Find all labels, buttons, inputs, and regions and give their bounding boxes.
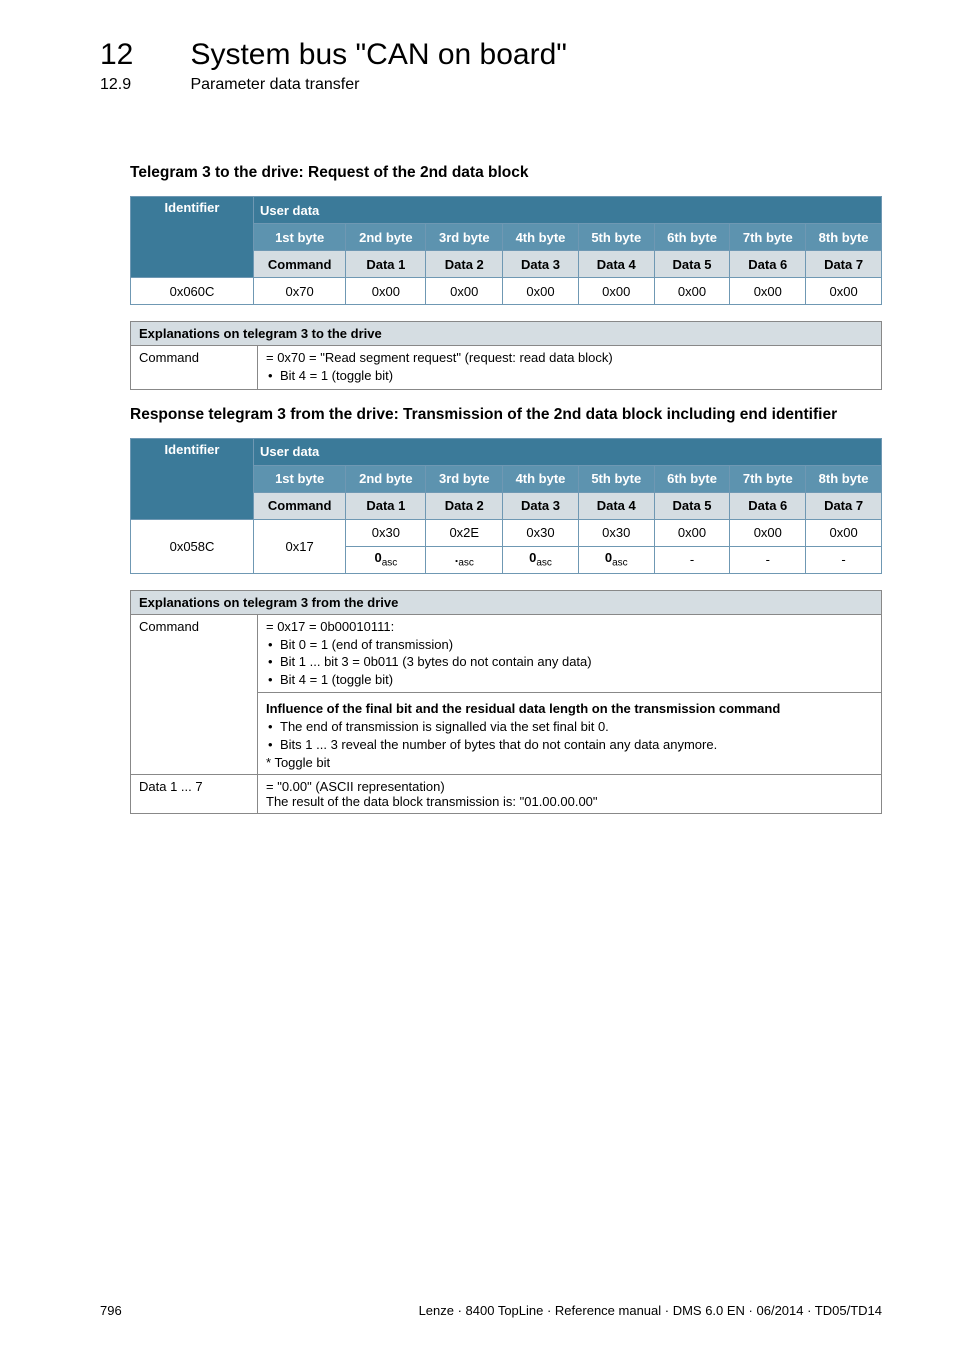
expl2-label-command: Command (131, 614, 258, 775)
expl2-asterisk: Toggle bit (266, 755, 873, 770)
section-header: 12.9 Parameter data transfer (100, 72, 882, 94)
expl-line1: = 0x70 = "Read segment request" (request… (266, 350, 613, 365)
telegram3-request-explanations: Explanations on telegram 3 to the drive … (130, 321, 882, 390)
data-header-5: Data 5 (654, 492, 730, 519)
row-cell-7: 0x00 (806, 278, 882, 305)
r0c4: 0x30 (578, 519, 654, 546)
byte-header-5: 5th byte (578, 465, 654, 492)
row-cell-4: 0x00 (578, 278, 654, 305)
r1c1: 0asc (346, 546, 426, 573)
byte-header-5: 5th byte (578, 224, 654, 251)
expl2-title: Explanations on telegram 3 from the driv… (131, 590, 882, 614)
r0c1: 0x30 (346, 519, 426, 546)
r0c3: 0x30 (503, 519, 579, 546)
r1c2: .asc (426, 546, 503, 573)
byte-header-8: 8th byte (806, 465, 882, 492)
col-identifier: Identifier (131, 197, 254, 278)
row-identifier: 0x060C (131, 278, 254, 305)
data-header-3: Data 3 (503, 492, 579, 519)
expl2-b2-2: Bits 1 ... 3 reveal the number of bytes … (280, 736, 873, 754)
byte-header-4: 4th byte (503, 465, 579, 492)
expl2-body-command-2: Influence of the final bit and the resid… (258, 693, 882, 775)
expl2-b1: Bit 0 = 1 (end of transmission) (280, 636, 873, 654)
data-header-1: Data 1 (346, 492, 426, 519)
data-header-4: Data 4 (578, 492, 654, 519)
data-header-6: Data 6 (730, 492, 806, 519)
r0c6: 0x00 (730, 519, 806, 546)
row-cell-1: 0x00 (346, 278, 426, 305)
byte-header-2: 2nd byte (346, 465, 426, 492)
byte-header-3: 3rd byte (426, 224, 503, 251)
expl2-data-line1: = "0.00" (ASCII representation) (266, 779, 445, 794)
row-cell-0: 0x70 (254, 278, 346, 305)
byte-header-1: 1st byte (254, 224, 346, 251)
footer: 796 Lenze · 8400 TopLine · Reference man… (100, 1303, 882, 1318)
expl2-b2: Bit 1 ... bit 3 = 0b011 (3 bytes do not … (280, 653, 873, 671)
expl2-body-command: = 0x17 = 0b00010111: Bit 0 = 1 (end of t… (258, 614, 882, 693)
byte-header-2: 2nd byte (346, 224, 426, 251)
row-cell-6: 0x00 (730, 278, 806, 305)
data-header-7: Data 7 (806, 251, 882, 278)
chapter-header: 12 System bus "CAN on board" (100, 38, 882, 72)
telegram3-request-heading: Telegram 3 to the drive: Request of the … (130, 164, 882, 182)
r1c7: - (806, 546, 882, 573)
telegram3-response-table: Identifier User data 1st byte 2nd byte 3… (130, 438, 882, 574)
byte-header-7: 7th byte (730, 465, 806, 492)
byte-header-6: 6th byte (654, 465, 730, 492)
page: 12 System bus "CAN on board" 12.9 Parame… (0, 0, 954, 1350)
r1c4: 0asc (578, 546, 654, 573)
data-header-2: Data 2 (426, 492, 503, 519)
col-userdata: User data (254, 197, 882, 224)
footer-text: Lenze · 8400 TopLine · Reference manual … (419, 1303, 882, 1318)
expl-title: Explanations on telegram 3 to the drive (131, 322, 882, 346)
r0c2: 0x2E (426, 519, 503, 546)
r0c7: 0x00 (806, 519, 882, 546)
expl-body: = 0x70 = "Read segment request" (request… (258, 346, 882, 390)
expl2-data-line2: The result of the data block transmissio… (266, 794, 598, 809)
col-identifier: Identifier (131, 438, 254, 519)
data-header-2: Data 2 (426, 251, 503, 278)
data-header-1: Data 1 (346, 251, 426, 278)
r1c6: - (730, 546, 806, 573)
expl2-boldline: Influence of the final bit and the resid… (266, 701, 873, 716)
row-cell-3: 0x00 (503, 278, 579, 305)
section-number: 12.9 (100, 76, 186, 94)
telegram3-response-explanations: Explanations on telegram 3 from the driv… (130, 590, 882, 815)
byte-header-8: 8th byte (806, 224, 882, 251)
expl2-line1: = 0x17 = 0b00010111: (266, 619, 394, 634)
data-header-7: Data 7 (806, 492, 882, 519)
chapter-number: 12 (100, 38, 186, 72)
telegram3-request-table: Identifier User data 1st byte 2nd byte 3… (130, 196, 882, 305)
page-number: 796 (100, 1303, 122, 1318)
chapter-title: System bus "CAN on board" (190, 38, 566, 72)
r1c3: 0asc (503, 546, 579, 573)
r1c5: - (654, 546, 730, 573)
data-header-6: Data 6 (730, 251, 806, 278)
byte-header-6: 6th byte (654, 224, 730, 251)
row-cell-2: 0x00 (426, 278, 503, 305)
expl2-b3: Bit 4 = 1 (toggle bit) (280, 671, 873, 689)
data-header-command: Command (254, 492, 346, 519)
data-header-4: Data 4 (578, 251, 654, 278)
expl2-body-data: = "0.00" (ASCII representation) The resu… (258, 775, 882, 814)
r0c5: 0x00 (654, 519, 730, 546)
expl-label: Command (131, 346, 258, 390)
byte-header-1: 1st byte (254, 465, 346, 492)
col-userdata: User data (254, 438, 882, 465)
data-header-command: Command (254, 251, 346, 278)
byte-header-7: 7th byte (730, 224, 806, 251)
row-identifier: 0x058C (131, 519, 254, 573)
divider: _ _ _ _ _ _ _ _ _ _ _ _ _ _ _ _ _ _ _ _ … (100, 124, 882, 138)
byte-header-4: 4th byte (503, 224, 579, 251)
row-cell-5: 0x00 (654, 278, 730, 305)
section-title: Parameter data transfer (190, 76, 359, 94)
byte-header-3: 3rd byte (426, 465, 503, 492)
expl-bullet-1: Bit 4 = 1 (toggle bit) (280, 367, 873, 385)
r0c0: 0x17 (254, 519, 346, 573)
expl2-label-data: Data 1 ... 7 (131, 775, 258, 814)
data-header-3: Data 3 (503, 251, 579, 278)
data-header-5: Data 5 (654, 251, 730, 278)
expl2-b2-1: The end of transmission is signalled via… (280, 718, 873, 736)
telegram3-response-heading: Response telegram 3 from the drive: Tran… (130, 406, 882, 424)
